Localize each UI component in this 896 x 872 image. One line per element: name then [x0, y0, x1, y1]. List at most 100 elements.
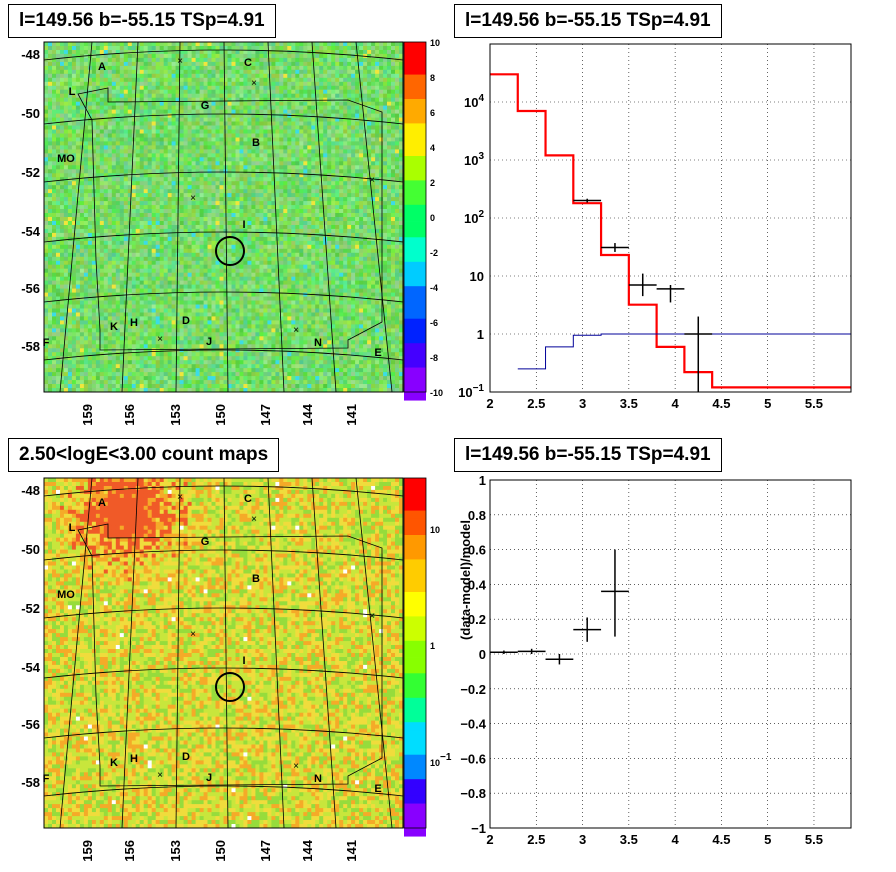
source-label-b: B [252, 573, 260, 585]
source-marker: × [177, 56, 183, 67]
longitude-line [223, 41, 229, 393]
colorbar-segment [404, 261, 426, 271]
longitude-line [311, 41, 337, 393]
source-label-a: A [98, 497, 106, 509]
colorbar-segment [404, 494, 426, 503]
colorbar-segment [404, 543, 426, 552]
colorbar-segment [404, 518, 426, 528]
colorbar-segment [404, 754, 426, 764]
longitude-line [121, 477, 139, 829]
longitude-line [59, 41, 93, 393]
colorbar-segment [404, 172, 426, 181]
colorbar-segment [404, 383, 426, 393]
spectrum-y-tick: 1 [477, 327, 484, 342]
source-label-f: F [43, 337, 50, 349]
source-label-j: J [206, 772, 212, 784]
colorbar-segment [404, 608, 426, 617]
colorbar-segment [404, 803, 426, 813]
residual-y-tick: 1 [479, 473, 486, 488]
source-marker: × [251, 514, 257, 525]
colorbar-tick: 6 [430, 108, 435, 118]
spectrum-x-tick: 2.5 [527, 396, 545, 411]
colorbar-tick: 4 [430, 143, 435, 153]
spectrum-x-tick: 4.5 [712, 396, 730, 411]
longitude-line [175, 477, 181, 829]
residual-x-tick: 4.5 [712, 832, 730, 847]
colorbar-segment [404, 351, 426, 360]
colorbar-segment [404, 359, 426, 368]
colorbar-segment [404, 204, 426, 214]
source-marker: × [157, 334, 163, 345]
longitude-line [355, 41, 393, 393]
colorbar-segment [404, 559, 426, 568]
colorbar-tick: 1 [430, 641, 435, 651]
colorbar-segment [404, 50, 426, 59]
map-x-tick: 156 [122, 840, 137, 862]
colorbar-tick: 2 [430, 178, 435, 188]
colorbar-segment [404, 237, 426, 246]
spectrum-x-tick: 3.5 [620, 396, 638, 411]
colorbar-segment [404, 673, 426, 682]
residual-x-tick: 5 [764, 832, 771, 847]
map-y-tick: -50 [21, 542, 40, 557]
longitude-line [311, 477, 337, 829]
map-cells [44, 42, 404, 393]
map-x-tick: 141 [344, 404, 359, 426]
spectrum-x-tick: 2 [486, 396, 493, 411]
longitude-line [223, 477, 229, 829]
spectrum-title: l=149.56 b=-55.15 TSp=4.91 [454, 4, 722, 38]
residual-y-tick: 0 [479, 647, 486, 662]
residual-grid [489, 479, 851, 829]
count-map-title: 2.50<logE<3.00 count maps [8, 438, 280, 472]
map-y-tick: -52 [21, 601, 40, 616]
map-x-tick: 144 [300, 839, 315, 861]
residual-x-tick: 3.5 [620, 832, 638, 847]
longitude-line [267, 41, 285, 393]
map-y-tick: -52 [21, 165, 40, 180]
colorbar-segment [404, 278, 426, 287]
colorbar-segment [404, 99, 426, 108]
map-y-tick: -56 [21, 281, 40, 296]
colorbar-tick: 0 [430, 213, 435, 223]
colorbar-segment [404, 689, 426, 699]
colorbar-segment [404, 828, 426, 837]
colorbar-segment [404, 286, 426, 295]
residual-x-tick: 4 [672, 832, 680, 847]
map-y-tick: -54 [21, 660, 41, 675]
colorbar [403, 41, 427, 401]
source-label-g: G [201, 100, 210, 112]
residual-frame [489, 479, 852, 829]
residual-y-tick: −0.2 [460, 682, 486, 697]
colorbar-segment [404, 486, 426, 495]
residual-y-tick: −0.6 [460, 751, 486, 766]
colorbar-segment [404, 779, 426, 788]
colorbar-segment [404, 771, 426, 780]
residual-y-tick: 0.8 [468, 508, 486, 523]
source-marker: × [177, 492, 183, 503]
source-label-mo: MO [57, 589, 75, 601]
spectrum-y-tick: 104 [464, 93, 484, 110]
colorbar-segment [404, 58, 426, 67]
source-marker: × [369, 611, 375, 622]
colorbar-segment [404, 714, 426, 723]
residual-x-tick: 2 [486, 832, 493, 847]
source-label-b: B [252, 137, 260, 149]
colorbar-frame [403, 477, 427, 829]
residual-x-tick: 3 [579, 832, 586, 847]
residual-y-tick: −1 [471, 821, 486, 836]
longitude-line [121, 41, 139, 393]
source-label-f: F [43, 773, 50, 785]
colorbar-segment [404, 583, 426, 593]
residual-x-tick: 2.5 [527, 832, 545, 847]
map-x-tick: 159 [80, 404, 95, 426]
colorbar-segment [404, 787, 426, 796]
colorbar-tick: -4 [430, 283, 438, 293]
map-x-tick: 159 [80, 840, 95, 862]
source-label-i: I [242, 655, 245, 667]
coordinate-grid [43, 477, 404, 829]
latitude-line [43, 171, 404, 183]
